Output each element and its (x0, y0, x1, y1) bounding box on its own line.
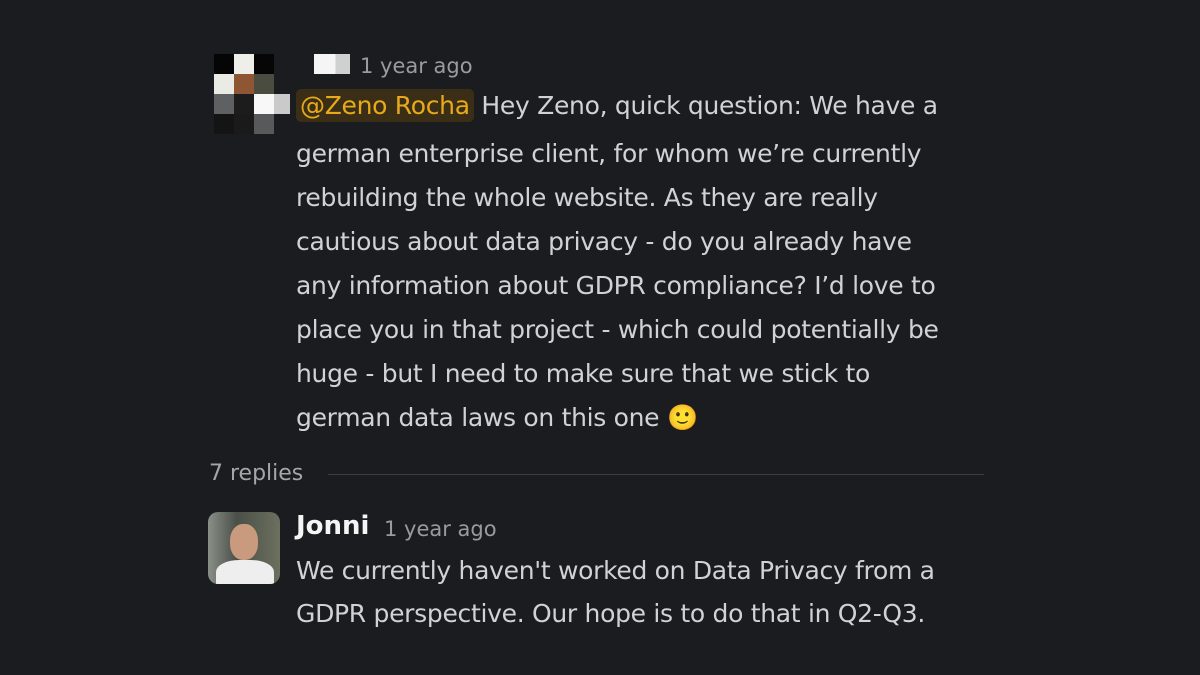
user-mention[interactable]: @Zeno Rocha (296, 89, 474, 122)
reply-timestamp: 1 year ago (384, 517, 497, 541)
message-line: @Zeno Rocha Hey Zeno, quick question: We… (296, 89, 938, 122)
message-line: any information about GDPR compliance? I… (296, 271, 936, 300)
message-line: german enterprise client, for whom we’re… (296, 139, 922, 168)
divider (328, 474, 984, 475)
message-text: Hey Zeno, quick question: We have a (481, 91, 938, 120)
avatar-face (230, 524, 258, 560)
parent-timestamp: 1 year ago (360, 54, 473, 78)
avatar-shirt (216, 560, 274, 584)
replies-count[interactable]: 7 replies (209, 461, 304, 486)
reply-line: GDPR perspective. Our hope is to do that… (296, 599, 926, 628)
pixelated-avatar[interactable] (214, 54, 294, 134)
reply-avatar[interactable] (208, 512, 280, 584)
message-line: huge - but I need to make sure that we s… (296, 359, 871, 388)
slightly-smiling-emoji: 🙂 (666, 403, 698, 432)
message-line: cautious about data privacy - do you alr… (296, 227, 912, 256)
message-line: place you in that project - which could … (296, 315, 939, 344)
message-line: rebuilding the whole website. As they ar… (296, 183, 878, 212)
message-line: german data laws on this one 🙂 (296, 403, 698, 433)
redacted-author-name[interactable] (314, 54, 350, 74)
reply-line: We currently haven't worked on Data Priv… (296, 556, 935, 585)
message-text: german data laws on this one (296, 403, 660, 432)
reply-author[interactable]: Jonni (296, 511, 370, 541)
